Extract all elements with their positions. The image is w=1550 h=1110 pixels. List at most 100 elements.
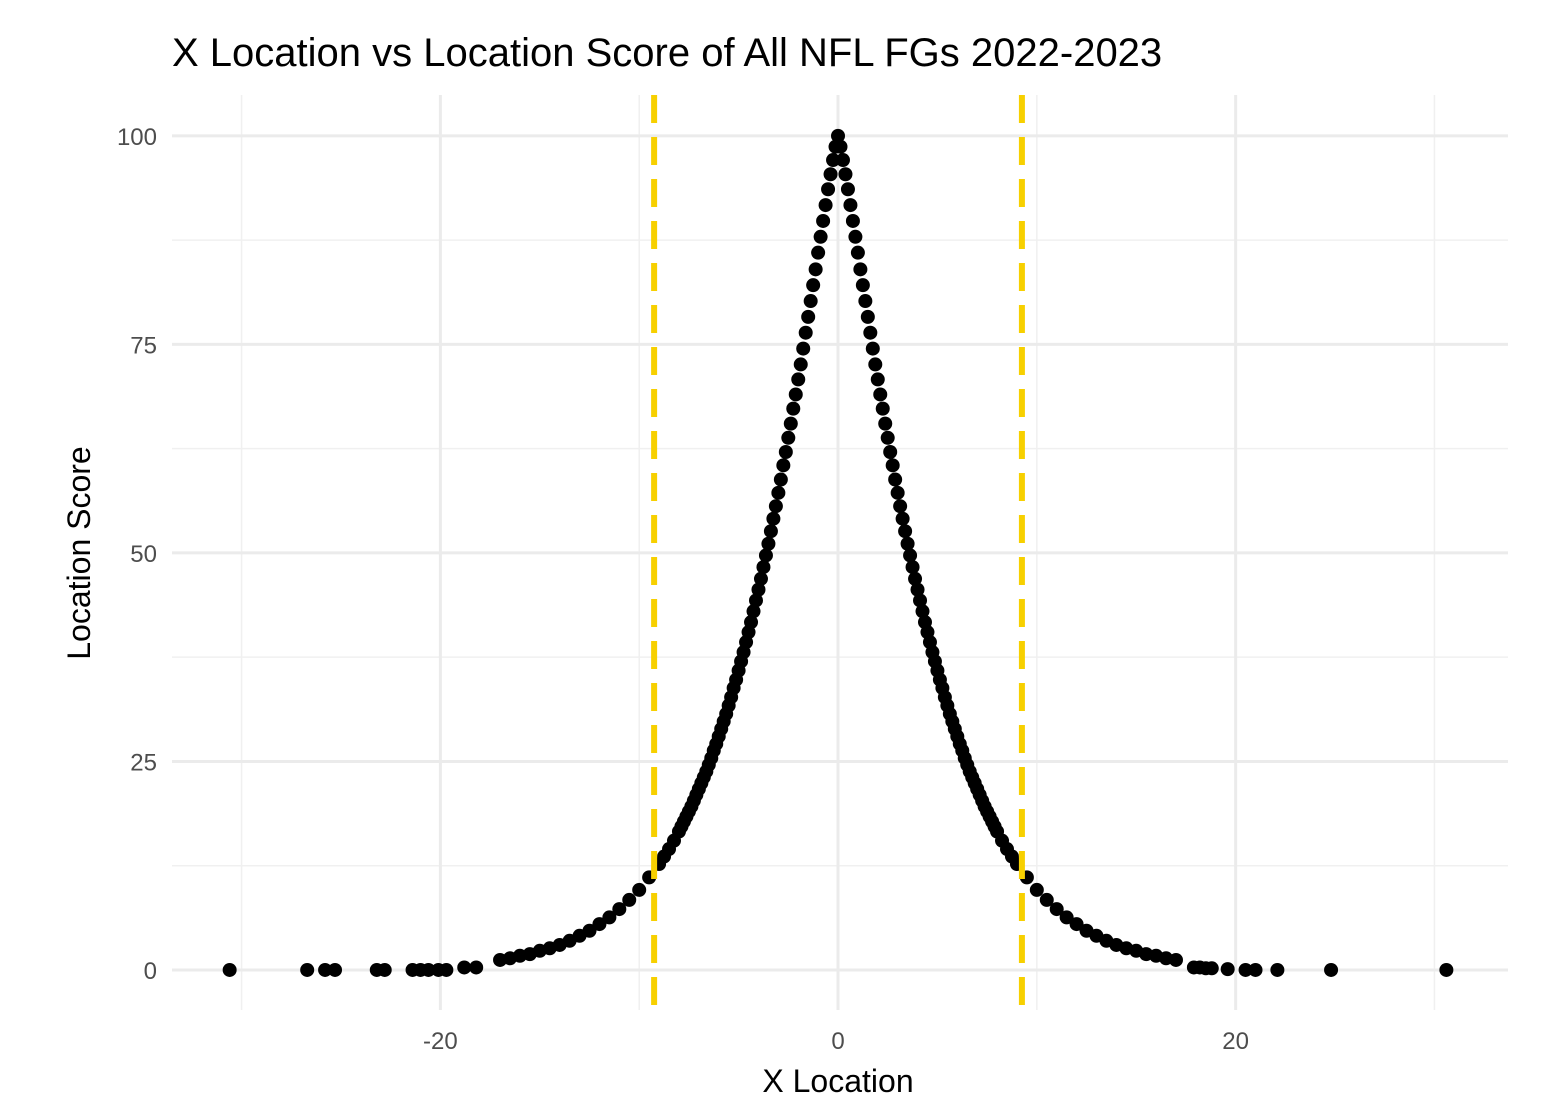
point: [811, 245, 826, 260]
point: [873, 387, 888, 402]
point: [1039, 892, 1054, 907]
point: [883, 444, 898, 459]
point: [803, 294, 818, 309]
point: [905, 560, 920, 575]
point: [850, 245, 865, 260]
point: [1220, 962, 1235, 977]
point: [1248, 962, 1263, 977]
point: [761, 536, 776, 551]
point: [858, 294, 873, 309]
point: [781, 430, 796, 445]
x-tick-label: -20: [423, 1028, 458, 1055]
y-tick-label: 100: [117, 124, 157, 151]
point: [793, 357, 808, 372]
point: [439, 962, 454, 977]
point: [751, 582, 766, 597]
point: [318, 962, 333, 977]
x-axis-title: X Location: [762, 1063, 913, 1099]
point: [758, 548, 773, 563]
points: [222, 128, 1454, 977]
point: [469, 960, 484, 975]
point: [903, 548, 918, 563]
point: [1059, 910, 1074, 925]
point: [840, 182, 855, 197]
point: [855, 278, 870, 293]
point: [766, 511, 781, 526]
point: [786, 401, 801, 416]
point: [749, 593, 764, 608]
point: [377, 962, 392, 977]
point: [421, 962, 436, 977]
reference-lines: [651, 95, 1025, 1010]
point: [831, 128, 846, 143]
point: [771, 485, 786, 500]
x-tick-label: 20: [1222, 1028, 1249, 1055]
point: [612, 902, 627, 917]
point: [885, 458, 900, 473]
chart-title: X Location vs Location Score of All NFL …: [172, 31, 1162, 75]
point: [813, 229, 828, 244]
y-tick-label: 0: [144, 958, 157, 985]
point: [908, 571, 923, 586]
point: [898, 524, 913, 539]
point: [801, 309, 816, 324]
y-tick-label: 75: [130, 332, 157, 359]
y-axis-title: Location Score: [61, 446, 97, 659]
point: [833, 139, 848, 154]
point: [826, 153, 841, 168]
point: [915, 604, 930, 619]
point: [835, 153, 850, 168]
point: [880, 430, 895, 445]
point: [860, 309, 875, 324]
point: [798, 325, 813, 340]
point: [753, 571, 768, 586]
point: [823, 167, 838, 182]
point: [895, 511, 910, 526]
point: [808, 262, 823, 277]
point: [900, 536, 915, 551]
point: [865, 341, 880, 356]
point: [838, 167, 853, 182]
point: [1029, 882, 1044, 897]
x-tick-label: 0: [831, 1028, 844, 1055]
point: [582, 923, 597, 938]
grid: [172, 95, 1508, 1010]
point: [763, 524, 778, 539]
point: [875, 401, 890, 416]
point: [845, 213, 860, 228]
point: [868, 357, 883, 372]
point: [806, 278, 821, 293]
point: [843, 198, 858, 213]
point: [768, 499, 783, 514]
point: [1324, 962, 1339, 977]
point: [893, 499, 908, 514]
point: [1270, 962, 1285, 977]
point: [788, 387, 803, 402]
point: [888, 472, 903, 487]
point: [756, 560, 771, 575]
point: [878, 416, 893, 431]
point: [1168, 952, 1183, 967]
point: [848, 229, 863, 244]
point: [592, 917, 607, 932]
point: [791, 372, 806, 387]
labels: -20 0 20 0 25 50 75 100: [117, 124, 1249, 1055]
point: [622, 892, 637, 907]
point: [300, 962, 315, 977]
point: [744, 615, 759, 630]
point: [773, 472, 788, 487]
point: [1049, 902, 1064, 917]
point: [602, 910, 617, 925]
point: [863, 325, 878, 340]
point: [746, 604, 761, 619]
point: [457, 960, 472, 975]
point: [632, 882, 647, 897]
point: [778, 444, 793, 459]
point: [890, 485, 905, 500]
point: [783, 416, 798, 431]
y-tick-label: 50: [130, 541, 157, 568]
point: [818, 198, 833, 213]
y-tick-label: 25: [130, 749, 157, 776]
